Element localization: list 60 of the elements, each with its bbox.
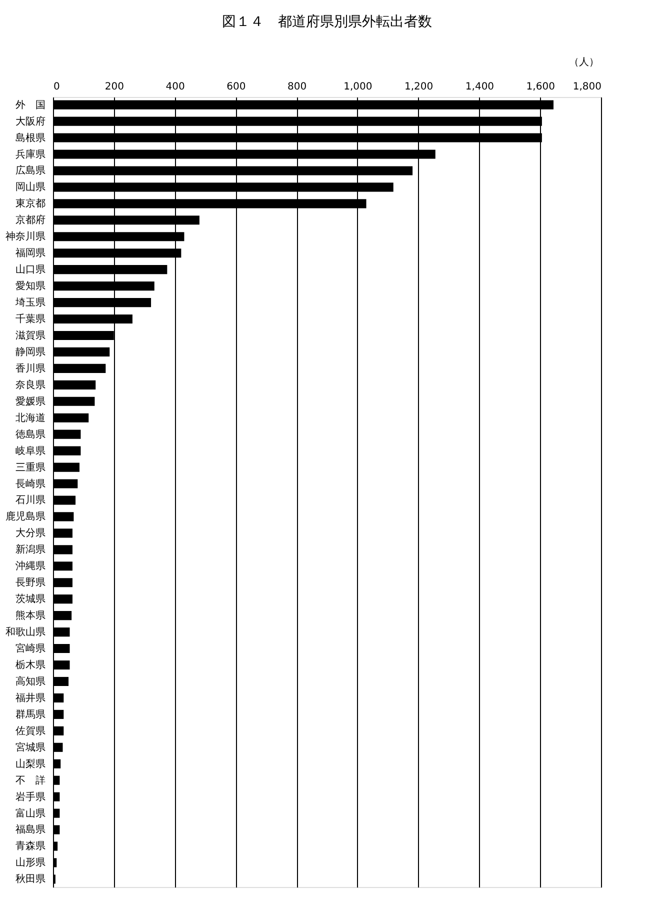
y-tick-label: 茨城県 [16,593,46,606]
y-tick-label: 北海道 [16,412,46,424]
x-tick-label: 1,200 [404,82,434,92]
y-tick-label: 山梨県 [16,758,46,770]
y-tick-label: 大阪府 [16,115,46,128]
y-tick-label: 岐阜県 [16,444,46,457]
y-tick-label: 奈良県 [16,378,46,391]
y-tick-label: 熊本県 [16,610,46,622]
y-tick-label: 福岡県 [16,247,46,260]
y-tick-label: 外 国 [16,100,46,111]
y-tick-label: 広島県 [16,164,46,177]
y-tick-label: 島根県 [16,132,46,144]
y-tick-label: 三重県 [16,461,46,474]
y-tick-label: 香川県 [16,362,46,374]
x-tick-label: 400 [166,82,185,92]
y-tick-label: 秋田県 [16,873,46,886]
y-tick-label: 沖縄県 [16,560,46,572]
y-tick-label: 群馬県 [16,708,46,720]
y-tick-label: 滋賀県 [16,329,46,342]
y-tick-label: 福島県 [16,824,46,836]
x-tick-label: 0 [54,82,60,92]
x-tick-label: 200 [104,82,124,92]
y-tick-label: 長崎県 [16,478,46,490]
y-tick-label: 山形県 [16,856,46,869]
y-tick-label: 千葉県 [16,313,46,326]
y-tick-label: 山口県 [16,264,46,276]
y-tick-label: 佐賀県 [16,724,46,737]
y-tick-label: 徳島県 [16,428,46,440]
x-tick-label: 800 [288,82,307,92]
y-tick-label: 岩手県 [16,790,46,803]
y-tick-label: 岡山県 [16,181,46,194]
y-tick-label: 石川県 [16,494,46,506]
y-tick-label: 東京都 [16,198,46,210]
y-tick-label: 高知県 [16,675,46,688]
y-tick-label: 神奈川県 [6,230,46,243]
y-tick-label: 兵庫県 [16,148,46,160]
text: （人） [569,57,599,68]
y-tick-label: 不 詳 [16,774,46,786]
y-tick-label: 愛媛県 [16,395,46,408]
y-tick-label: 宮崎県 [16,642,46,655]
x-tick-label: 600 [226,82,246,92]
y-tick-label: 長野県 [16,578,46,589]
y-tick-label: 京都府 [16,214,46,226]
chart-title: 図１４ 都道府県別県外転出者数 [222,14,432,30]
y-tick-label: 埼玉県 [14,296,46,309]
y-tick-label: 富山県 [16,807,46,820]
x-tick-label: 1,600 [526,82,555,92]
x-tick-label: 1,000 [344,82,372,92]
y-tick-label: 宮城県 [16,741,46,754]
y-tick-label: 静岡県 [16,346,46,358]
x-tick-label: 1,800 [572,82,602,92]
y-tick-label: 大分県 [16,527,46,540]
y-tick-label: 栃木県 [16,658,46,671]
y-tick-label: 青森県 [16,840,46,852]
y-tick-label: 福井県 [16,692,46,704]
x-tick-label: 1,400 [465,82,494,92]
y-tick-label: 愛知県 [16,280,46,292]
y-tick-label: 新潟県 [16,544,46,556]
y-tick-label: 鹿児島県 [6,510,46,523]
y-tick-label: 和歌山県 [6,626,46,638]
